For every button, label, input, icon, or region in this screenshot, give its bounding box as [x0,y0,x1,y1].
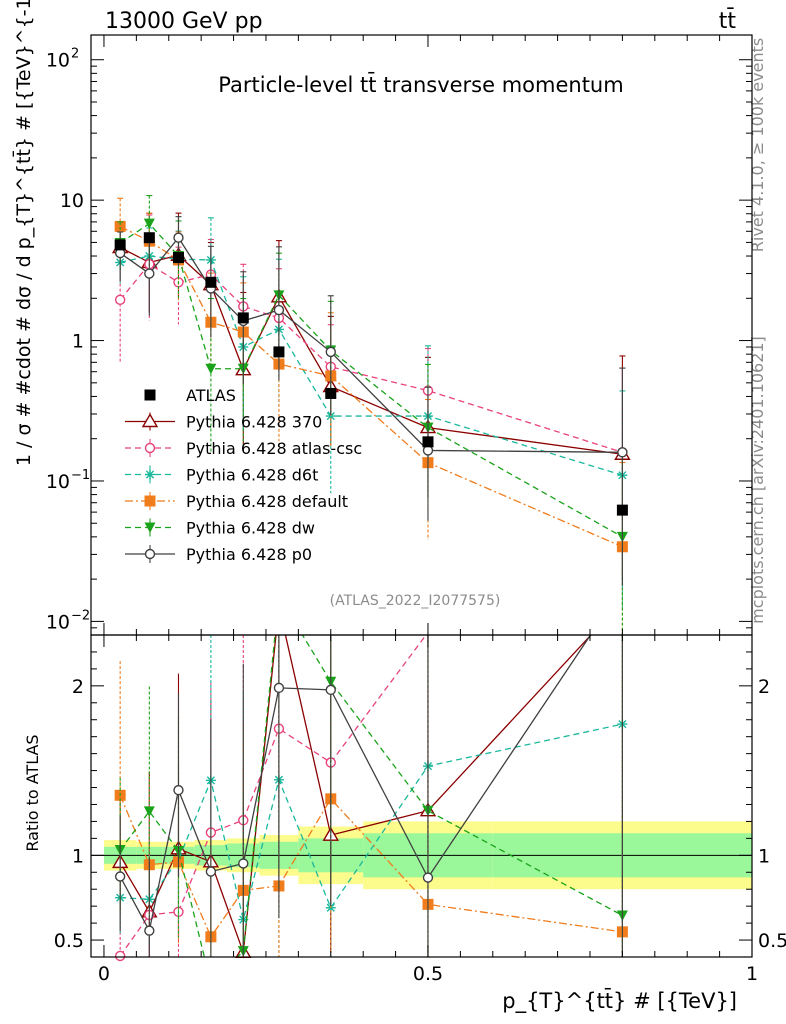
ratio-series-pythia-6-428-d6t [115,635,628,957]
legend-marker [144,495,156,507]
atlas-data-point [237,312,249,324]
ratio-point [173,784,184,796]
y-tick-label: 10 [60,190,84,212]
legend: ATLAS Pythia 6.428 370 Pythia 6.428 atlas-… [125,386,362,564]
atlas-data-point [273,346,285,358]
data-point [144,268,155,279]
data-point [114,294,126,306]
ratio-y-tick-label: 0.5 [54,930,84,952]
atlas-data-point [114,239,126,251]
data-point [273,304,285,316]
ratio-line [119,635,427,957]
ratio-point [143,806,155,817]
series-line [119,263,623,453]
analysis-tag: (ATLAS_2022_I2077575) [330,593,501,609]
legend-entry: Pythia 6.428 dw [125,518,315,538]
data-point [205,363,217,375]
x-tick-label: 1 [746,963,758,985]
ratio-point [422,872,434,883]
y-tick-label: 10 [46,50,70,72]
atlas-data-point [143,232,155,244]
legend-marker [144,389,156,401]
ratio-point [325,684,336,696]
legend-marker [144,442,156,454]
ratio-point [114,950,126,962]
data-point [325,346,336,358]
process-label: tt̄ [719,8,737,34]
ratio-point [273,682,285,694]
atlas-data-point [422,436,434,448]
atlas-data-point [205,276,217,288]
legend-marker [144,548,156,560]
legend-entry: Pythia 6.428 atlas-csc [125,439,362,458]
data-point [114,220,126,232]
energy-label: 13000 GeV pp [105,9,263,34]
y-tick-label: 10 [46,471,70,493]
legend-entry: Pythia 6.428 370 [125,412,322,432]
ratio-axis-label: Ratio to ATLAS [23,734,42,851]
series-atlas [114,232,628,516]
mcplots-label: mcplots.cern.ch [arXiv:2401.10621] [748,336,767,624]
legend-label: ATLAS [186,386,236,405]
y-tick-exponent: −1 [71,468,90,483]
ratio-series-pythia-6-428-p0 [114,635,623,957]
x-tick-label: 0 [98,963,110,985]
ratio-y-tick-label-right: 2 [758,676,770,698]
ratio-series-pythia-6-428-370 [111,635,623,959]
legend-entry: Pythia 6.428 p0 [125,545,312,564]
data-point [143,218,155,230]
atlas-data-point [325,387,337,399]
y-axis-label: 1 / σ # #cdot # dσ / d p_{T}^{tt̄} # [{T… [11,0,35,466]
ratio-point [205,866,217,877]
legend-marker [144,522,156,533]
atlas-data-point [172,252,184,264]
y-tick-exponent: 2 [71,47,79,62]
data-point [173,232,184,243]
ratio-line [119,635,623,957]
rivet-version-label: Rivet 4.1.0, ≥ 100k events [748,38,767,252]
legend-label: Pythia 6.428 dw [186,519,315,538]
star-stroke [145,470,155,479]
ratio-y-tick-label: 1 [72,845,84,867]
ratio-point [238,858,249,869]
ratio-frame [90,634,753,958]
ratio-y-tick-label-right: 0.5 [758,930,786,952]
legend-marker [145,469,155,480]
data-point [325,411,336,422]
star-stroke [326,411,335,421]
y-tick-label: 1 [72,331,84,353]
atlas-data-point [616,504,628,516]
ratio-y-tick-label-right: 1 [758,845,770,867]
legend-label: Pythia 6.428 370 [186,413,322,432]
ratio-y-tick-label: 2 [72,676,84,698]
legend-entry: Pythia 6.428 default [125,492,348,511]
x-tick-label: 0.5 [413,963,443,985]
y-tick-label: 10 [46,611,70,633]
ratio-series-pythia-6-428-dw [114,635,628,957]
legend-entry: Pythia 6.428 d6t [125,465,318,485]
legend-entry: ATLAS [144,386,236,405]
legend-label: Pythia 6.428 atlas-csc [186,439,362,458]
data-point [617,447,628,458]
x-axis-label: p_{T}^{tt̄} # [{TeV}] [502,988,737,1014]
legend-label: Pythia 6.428 d6t [186,466,318,485]
ratio-series-pythia-6-428-default [114,635,628,957]
legend-label: Pythia 6.428 p0 [186,545,312,564]
legend-marker [141,413,159,428]
ratio-point [144,925,155,936]
chart-title: Particle-level tt̄ transverse momentum [218,72,623,97]
ratio-point [114,871,126,882]
ratio-panel-series [111,635,628,962]
legend-label: Pythia 6.428 default [186,492,348,511]
main-panel-series [111,195,631,635]
y-tick-exponent: −2 [71,608,90,623]
